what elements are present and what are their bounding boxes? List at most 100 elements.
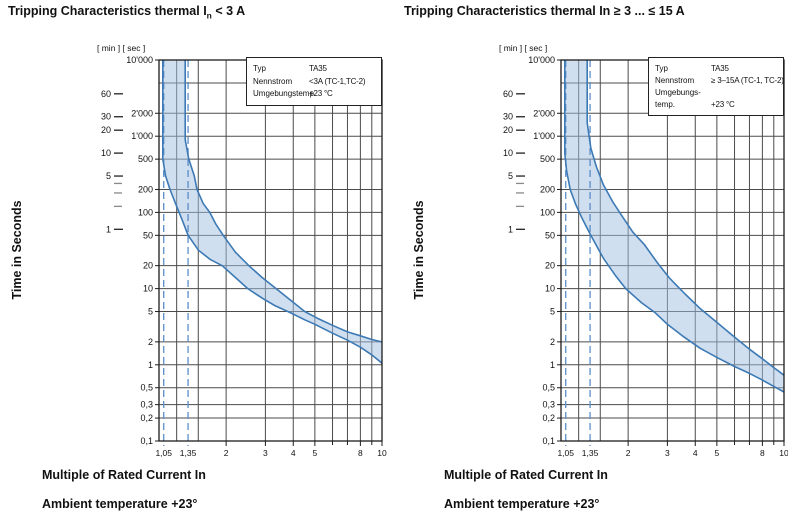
svg-text:10: 10 <box>101 148 111 158</box>
svg-text:60: 60 <box>101 89 111 99</box>
svg-text:10'000: 10'000 <box>126 55 153 65</box>
svg-text:0,1: 0,1 <box>140 436 153 446</box>
svg-text:10'000: 10'000 <box>528 55 555 65</box>
svg-text:30: 30 <box>101 112 111 122</box>
left-chart: Tripping Characteristics thermal In < 3 … <box>8 4 387 511</box>
svg-text:10: 10 <box>377 448 387 458</box>
min-tripping-time-curve <box>564 60 785 393</box>
svg-text:200: 200 <box>540 184 555 194</box>
svg-text:50: 50 <box>545 230 555 240</box>
dashed-limit-lines <box>565 60 591 446</box>
svg-text:1,05: 1,05 <box>557 448 574 458</box>
legend-value: +23 °C <box>309 89 333 98</box>
svg-text:0,3: 0,3 <box>140 400 153 410</box>
svg-text:2'000: 2'000 <box>533 108 555 118</box>
svg-text:1'000: 1'000 <box>533 131 555 141</box>
legend-row: Typ TA35 <box>253 63 375 76</box>
plot-border <box>560 59 785 442</box>
svg-text:8: 8 <box>358 448 363 458</box>
svg-text:20: 20 <box>503 125 513 135</box>
svg-text:100: 100 <box>138 207 153 217</box>
y-tick-labels: 10'000 2'000 1'000 500 200 100 50 20 10 5 2 1 0,5 0,3… <box>126 55 159 446</box>
tripping-curve-plot: 10'000 2'000 1'000 500 200 100 50 20 10 5 2 1 0,5 0,3… <box>503 55 788 458</box>
svg-text:500: 500 <box>138 154 153 164</box>
legend-value: ≥ 3–15A (TC-1, TC-2) <box>711 76 784 85</box>
ambient-temperature-note: Ambient temperature +23° <box>42 497 198 511</box>
max-tripping-time-curve <box>586 60 785 376</box>
legend-label: Umgebungstemp. <box>253 89 317 98</box>
svg-text:0,1: 0,1 <box>542 436 555 446</box>
svg-text:1,35: 1,35 <box>582 448 599 458</box>
svg-text:3: 3 <box>263 448 268 458</box>
svg-text:5: 5 <box>715 448 720 458</box>
y-tick-labels: 10'000 2'000 1'000 500 200 100 50 20 10 5 2 1 0,5 0,3… <box>528 55 561 446</box>
legend-box: Typ TA35 Nennstrom <3A (TC-1,TC-2) Umgeb… <box>246 57 382 106</box>
svg-text:20: 20 <box>101 125 111 135</box>
svg-text:5: 5 <box>106 171 111 181</box>
time-units-header: [ min ] [ sec ] <box>97 43 146 53</box>
right-chart: Tripping Characteristics thermal In ≥ 3 … <box>402 0 788 522</box>
legend-row: Umgebungs- <box>655 87 777 99</box>
svg-text:2'000: 2'000 <box>131 108 153 118</box>
legend-row: Nennstrom <3A (TC-1,TC-2) <box>253 76 375 89</box>
legend-value: TA35 <box>309 64 327 73</box>
svg-text:2: 2 <box>148 337 153 347</box>
minutes-scale: 60 30 20 10 5 1 <box>101 89 123 234</box>
svg-text:4: 4 <box>693 448 698 458</box>
svg-text:4: 4 <box>291 448 296 458</box>
svg-text:200: 200 <box>138 184 153 194</box>
svg-text:0,2: 0,2 <box>140 413 153 423</box>
y-gridlines <box>159 82 382 419</box>
legend-label: Typ <box>655 64 668 73</box>
legend-row: temp. +23 °C <box>655 99 777 111</box>
time-units-header: [ min ] [ sec ] <box>499 43 548 53</box>
legend-row: Nennstrom ≥ 3–15A (TC-1, TC-2) <box>655 75 784 87</box>
chart-title-text: Tripping Characteristics thermal I <box>8 4 207 18</box>
svg-text:30: 30 <box>503 112 513 122</box>
svg-text:10: 10 <box>545 284 555 294</box>
x-tick-labels: 1,05 1,35 2 3 4 5 8 10 <box>557 441 788 458</box>
svg-text:50: 50 <box>143 230 153 240</box>
chart-title-subscript: n <box>206 10 212 21</box>
svg-text:60: 60 <box>503 89 513 99</box>
plot-border <box>158 59 383 442</box>
x-axis-title: Multiple of Rated Current In <box>444 468 608 482</box>
ambient-temperature-note: Ambient temperature +23° <box>444 497 600 511</box>
svg-text:5: 5 <box>550 307 555 317</box>
legend-box: Typ TA35 Nennstrom ≥ 3–15A (TC-1, TC-2) … <box>648 57 784 116</box>
svg-text:10: 10 <box>779 448 788 458</box>
svg-text:2: 2 <box>626 448 631 458</box>
legend-value: TA35 <box>711 64 729 73</box>
chart-title: Tripping Characteristics thermal In < 3 … <box>8 4 245 21</box>
svg-text:0,5: 0,5 <box>542 383 555 393</box>
svg-text:5: 5 <box>148 307 153 317</box>
svg-text:1: 1 <box>148 360 153 370</box>
svg-text:8: 8 <box>760 448 765 458</box>
svg-text:1'000: 1'000 <box>131 131 153 141</box>
dashed-limit-lines <box>163 60 189 446</box>
legend-label: Typ <box>253 64 266 73</box>
legend-label: Umgebungs- <box>655 88 701 97</box>
svg-text:10: 10 <box>503 148 513 158</box>
y-gridlines <box>561 82 784 419</box>
legend-label: Nennstrom <box>655 76 695 85</box>
svg-text:0,5: 0,5 <box>140 383 153 393</box>
svg-text:100: 100 <box>540 207 555 217</box>
svg-text:0,2: 0,2 <box>542 413 555 423</box>
minutes-scale: 60 30 20 10 5 1 <box>503 89 525 234</box>
legend-row: Typ TA35 <box>655 63 777 75</box>
svg-text:1: 1 <box>550 360 555 370</box>
chart-title: Tripping Characteristics thermal In ≥ 3 … <box>404 4 685 21</box>
legend-label: temp. <box>655 100 676 109</box>
legend-row: Umgebungstemp. +23 °C <box>253 88 375 101</box>
svg-text:2: 2 <box>550 337 555 347</box>
x-axis-title: Multiple of Rated Current In <box>42 468 206 482</box>
legend-label: Nennstrom <box>253 76 293 86</box>
legend-value: +23 °C <box>711 100 735 109</box>
chart-title-suffix: < 3 A <box>211 4 246 18</box>
tripping-curve-plot: 10'000 2'000 1'000 500 200 100 50 20 10 5 2 1 0,5 0,3… <box>101 55 387 458</box>
svg-text:0,3: 0,3 <box>542 400 555 410</box>
svg-text:20: 20 <box>545 261 555 271</box>
x-tick-labels: 1,05 1,35 2 3 4 5 8 10 <box>155 441 387 458</box>
